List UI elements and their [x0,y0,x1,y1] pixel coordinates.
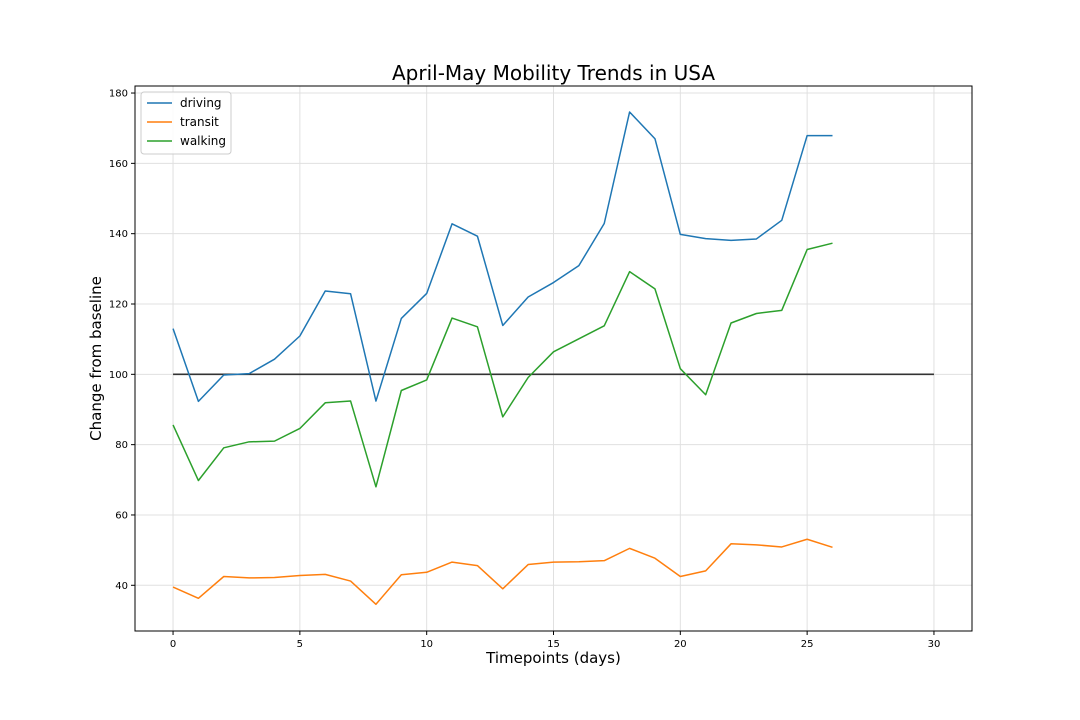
grid-layer [135,86,972,631]
series-line-driving [172,111,833,403]
y-axis-label: Change from baseline [87,276,105,441]
x-tick-label: 20 [674,639,687,650]
legend-label-walking: walking [180,134,226,148]
y-axis-ticks: 40 60 80 100 120 140 160 180 [109,89,135,592]
x-tick-label: 25 [801,639,814,650]
x-axis-ticks: 0 5 10 15 20 25 30 [170,631,940,650]
y-tick-label: 60 [115,510,128,521]
chart-title: April-May Mobility Trends in USA [392,61,715,85]
y-tick-label: 140 [109,229,128,240]
series-line-walking [172,242,833,488]
x-axis-label: Timepoints (days) [485,649,621,667]
y-tick-label: 120 [109,300,128,311]
legend-box [140,91,232,155]
legend: driving transit walking [140,91,232,155]
x-tick-label: 15 [547,639,560,650]
legend-label-driving: driving [180,96,222,110]
x-tick-label: 30 [928,639,941,650]
y-tick-label: 180 [109,89,128,100]
y-tick-label: 160 [109,159,128,170]
legend-items: driving transit walking [147,96,226,148]
legend-label-transit: transit [180,115,219,129]
x-tick-label: 5 [297,639,303,650]
y-tick-label: 80 [115,440,128,451]
x-tick-label: 10 [420,639,433,650]
y-tick-label: 100 [109,370,128,381]
y-tick-label: 40 [115,581,128,592]
x-tick-label: 0 [170,639,176,650]
series-line-transit [172,538,833,606]
series-layer [172,111,833,606]
